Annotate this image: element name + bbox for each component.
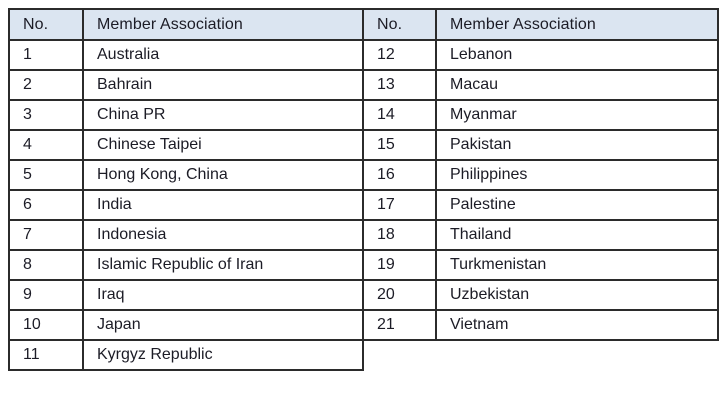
header-association-right: Member Association <box>435 8 719 41</box>
table-row: 8 Islamic Republic of Iran 19 Turkmenist… <box>8 249 719 281</box>
member-no-cell: 21 <box>362 309 437 341</box>
member-name-cell: Indonesia <box>82 219 364 251</box>
member-name-cell: Australia <box>82 39 364 71</box>
member-no-cell: 15 <box>362 129 437 161</box>
header-no-left: No. <box>8 8 84 41</box>
member-no-cell: 12 <box>362 39 437 71</box>
member-no-cell: 2 <box>8 69 84 101</box>
member-no-cell: 14 <box>362 99 437 131</box>
member-no-cell: 7 <box>8 219 84 251</box>
member-no-cell: 20 <box>362 279 437 311</box>
member-name-cell: Vietnam <box>435 309 719 341</box>
member-no-cell: 3 <box>8 99 84 131</box>
table-row: 5 Hong Kong, China 16 Philippines <box>8 159 719 191</box>
member-no-cell: 17 <box>362 189 437 221</box>
header-association-left: Member Association <box>82 8 364 41</box>
member-name-cell: China PR <box>82 99 364 131</box>
member-no-cell: 11 <box>8 339 84 371</box>
member-name-cell: India <box>82 189 364 221</box>
member-name-cell: Hong Kong, China <box>82 159 364 191</box>
table-row: 3 China PR 14 Myanmar <box>8 99 719 131</box>
table-row: 1 Australia 12 Lebanon <box>8 39 719 71</box>
empty-cell <box>363 340 436 370</box>
member-no-cell: 5 <box>8 159 84 191</box>
header-no-right: No. <box>362 8 437 41</box>
member-no-cell: 1 <box>8 39 84 71</box>
member-no-cell: 8 <box>8 249 84 281</box>
member-name-cell: Macau <box>435 69 719 101</box>
member-name-cell: Islamic Republic of Iran <box>82 249 364 281</box>
member-name-cell: Kyrgyz Republic <box>82 339 364 371</box>
member-no-cell: 9 <box>8 279 84 311</box>
table-row: 9 Iraq 20 Uzbekistan <box>8 279 719 311</box>
member-name-cell: Pakistan <box>435 129 719 161</box>
member-association-table: No. Member Association No. Member Associ… <box>8 8 719 371</box>
member-name-cell: Palestine <box>435 189 719 221</box>
table-row: 4 Chinese Taipei 15 Pakistan <box>8 129 719 161</box>
member-name-cell: Uzbekistan <box>435 279 719 311</box>
empty-cell <box>436 340 718 370</box>
header-row: No. Member Association No. Member Associ… <box>8 8 719 41</box>
member-no-cell: 10 <box>8 309 84 341</box>
member-no-cell: 4 <box>8 129 84 161</box>
member-no-cell: 13 <box>362 69 437 101</box>
table-row: 7 Indonesia 18 Thailand <box>8 219 719 251</box>
member-name-cell: Philippines <box>435 159 719 191</box>
member-no-cell: 6 <box>8 189 84 221</box>
member-name-cell: Myanmar <box>435 99 719 131</box>
member-name-cell: Thailand <box>435 219 719 251</box>
member-no-cell: 19 <box>362 249 437 281</box>
member-name-cell: Japan <box>82 309 364 341</box>
table-row: 6 India 17 Palestine <box>8 189 719 221</box>
table-row: 2 Bahrain 13 Macau <box>8 69 719 101</box>
member-no-cell: 18 <box>362 219 437 251</box>
member-name-cell: Bahrain <box>82 69 364 101</box>
member-name-cell: Iraq <box>82 279 364 311</box>
member-no-cell: 16 <box>362 159 437 191</box>
member-name-cell: Turkmenistan <box>435 249 719 281</box>
member-name-cell: Chinese Taipei <box>82 129 364 161</box>
table-row: 11 Kyrgyz Republic <box>8 339 718 371</box>
table-row: 10 Japan 21 Vietnam <box>8 309 719 341</box>
member-name-cell: Lebanon <box>435 39 719 71</box>
